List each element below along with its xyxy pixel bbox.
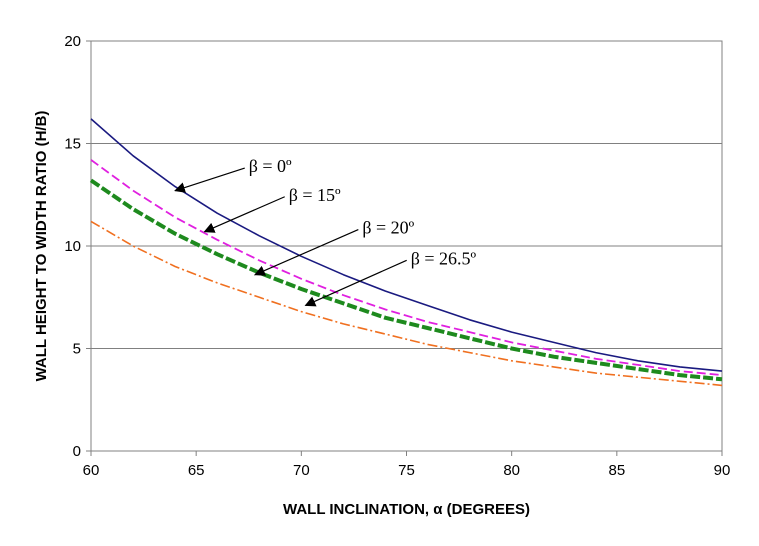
x-tick-label: 90 <box>714 462 731 479</box>
plot-area-frame <box>90 40 723 452</box>
series-line-1 <box>90 159 723 376</box>
x-tick-label: 80 <box>503 462 520 479</box>
annotations: β = 0º β = 15º β = 20º β = 26.5º <box>174 156 477 307</box>
series-lines <box>89 118 723 387</box>
series-annotation-label: β = 15º <box>289 185 341 205</box>
x-tick-label: 65 <box>188 462 205 479</box>
annotation-arrow <box>304 259 407 307</box>
y-tick-label: 15 <box>64 136 81 153</box>
y-tick-label: 5 <box>73 341 81 358</box>
grid-lines <box>86 40 723 456</box>
series-annotation-label: β = 26.5º <box>411 248 477 268</box>
annotation-arrow <box>203 196 285 233</box>
series-annotation-label: β = 20º <box>362 218 414 238</box>
annotation-arrow <box>254 229 359 276</box>
y-axis-title: WALL HEIGHT TO WIDTH RATIO (H/B) <box>33 111 50 382</box>
tick-labels: 0 5 10 15 20 60 65 70 75 80 85 90 <box>64 33 730 479</box>
series-line-0 <box>90 118 723 372</box>
annotation-arrow <box>174 167 245 193</box>
x-tick-label: 75 <box>398 462 415 479</box>
series-line-3 <box>90 220 723 387</box>
x-axis-title: WALL INCLINATION, α (DEGREES) <box>283 501 530 518</box>
y-tick-label: 0 <box>73 443 81 460</box>
y-tick-label: 10 <box>64 238 81 255</box>
y-tick-label: 20 <box>64 33 81 50</box>
x-tick-label: 85 <box>608 462 625 479</box>
series-annotation-label: β = 0º <box>249 156 292 176</box>
series-line-2 <box>89 178 723 382</box>
x-tick-label: 70 <box>293 462 310 479</box>
x-tick-label: 60 <box>83 462 100 479</box>
